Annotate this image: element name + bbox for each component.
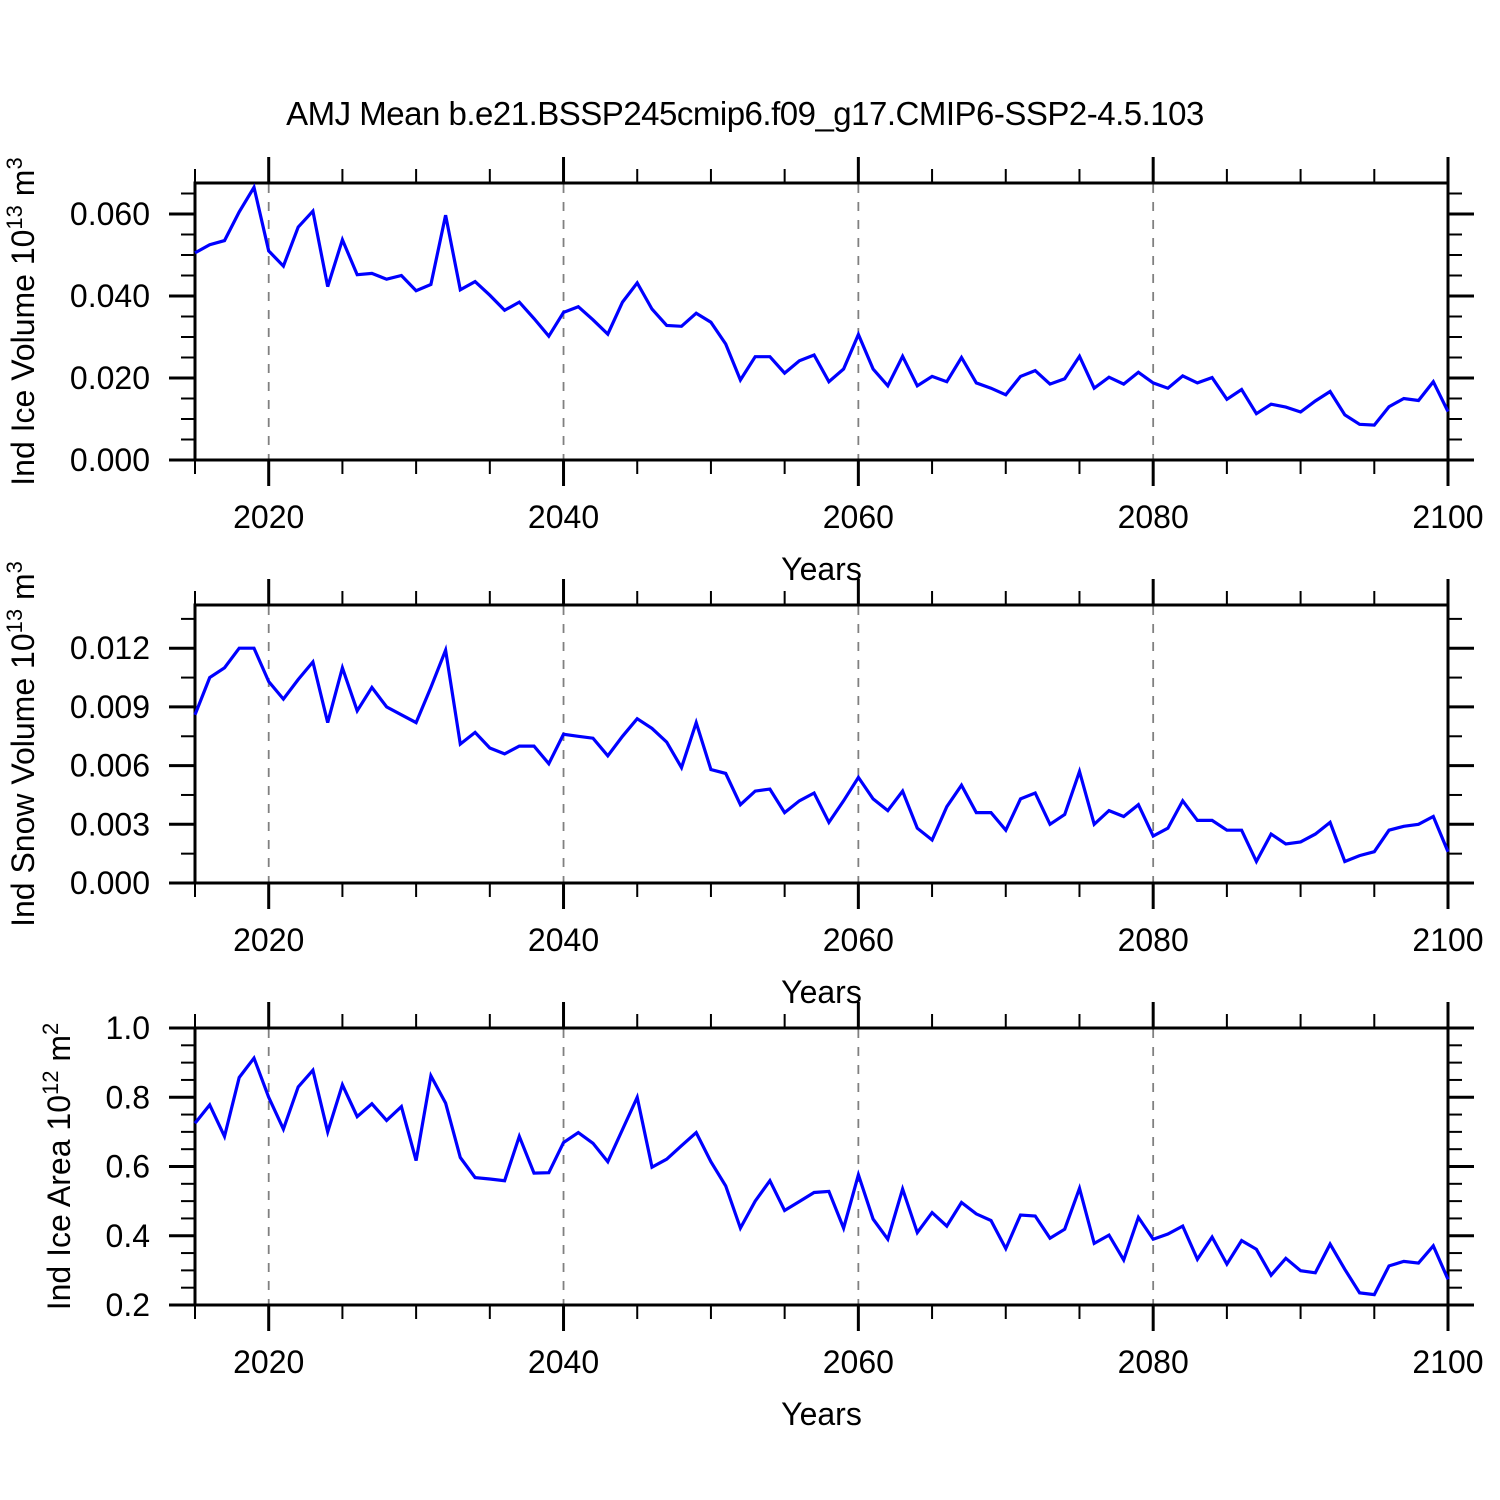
- y-tick-label: 0.012: [70, 630, 150, 666]
- y-axis-label-ind-ice-volume: Ind Ice Volume 1013 m3: [2, 157, 41, 485]
- y-axis-label-ind-snow-volume: Ind Snow Volume 1013 m3: [2, 561, 41, 927]
- y-tick-label: 0.8: [106, 1079, 150, 1115]
- x-tick-label: 2080: [1118, 922, 1189, 958]
- y-axis-label-ind-ice-area: Ind Ice Area 1012 m2: [38, 1023, 77, 1311]
- x-tick-label: 2080: [1118, 499, 1189, 535]
- y-tick-label: 0.006: [70, 748, 150, 784]
- y-tick-label: 0.4: [106, 1218, 150, 1254]
- x-axis-label-ind-ice-area: Years: [781, 1396, 862, 1432]
- x-tick-label: 2100: [1412, 1344, 1483, 1380]
- y-tick-label: 0.003: [70, 806, 150, 842]
- y-tick-label: 0.000: [70, 442, 150, 478]
- y-tick-label: 0.2: [106, 1287, 150, 1323]
- y-tick-label: 0.009: [70, 689, 150, 725]
- y-tick-label: 0.020: [70, 360, 150, 396]
- x-axis-label-ind-snow-volume: Years: [781, 974, 862, 1010]
- x-tick-label: 2080: [1118, 1344, 1189, 1380]
- y-tick-label: 0.040: [70, 278, 150, 314]
- series-line-ind-ice-area: [193, 1054, 1450, 1297]
- x-tick-label: 2100: [1412, 499, 1483, 535]
- x-tick-label: 2060: [823, 499, 894, 535]
- y-tick-label: 0.000: [70, 865, 150, 901]
- chart-title: AMJ Mean b.e21.BSSP245cmip6.f09_g17.CMIP…: [286, 95, 1204, 132]
- x-tick-label: 2020: [233, 1344, 304, 1380]
- panel-border-ind-ice-area: [193, 1026, 1450, 1307]
- x-tick-label: 2040: [528, 499, 599, 535]
- x-tick-label: 2020: [233, 499, 304, 535]
- x-tick-label: 2040: [528, 922, 599, 958]
- x-tick-label: 2060: [823, 922, 894, 958]
- y-tick-label: 0.6: [106, 1149, 150, 1185]
- x-tick-label: 2060: [823, 1344, 894, 1380]
- panel-border-ind-snow-volume: [193, 603, 1450, 885]
- y-tick-label: 0.060: [70, 196, 150, 232]
- x-tick-label: 2100: [1412, 922, 1483, 958]
- y-tick-label: 1.0: [106, 1010, 150, 1046]
- series-line-ind-ice-volume: [194, 183, 1450, 427]
- series-line-ind-snow-volume: [193, 644, 1450, 866]
- panel-border-ind-ice-volume: [193, 181, 1450, 462]
- x-tick-label: 2020: [233, 922, 304, 958]
- x-tick-label: 2040: [528, 1344, 599, 1380]
- x-axis-label-ind-ice-volume: Years: [781, 551, 862, 587]
